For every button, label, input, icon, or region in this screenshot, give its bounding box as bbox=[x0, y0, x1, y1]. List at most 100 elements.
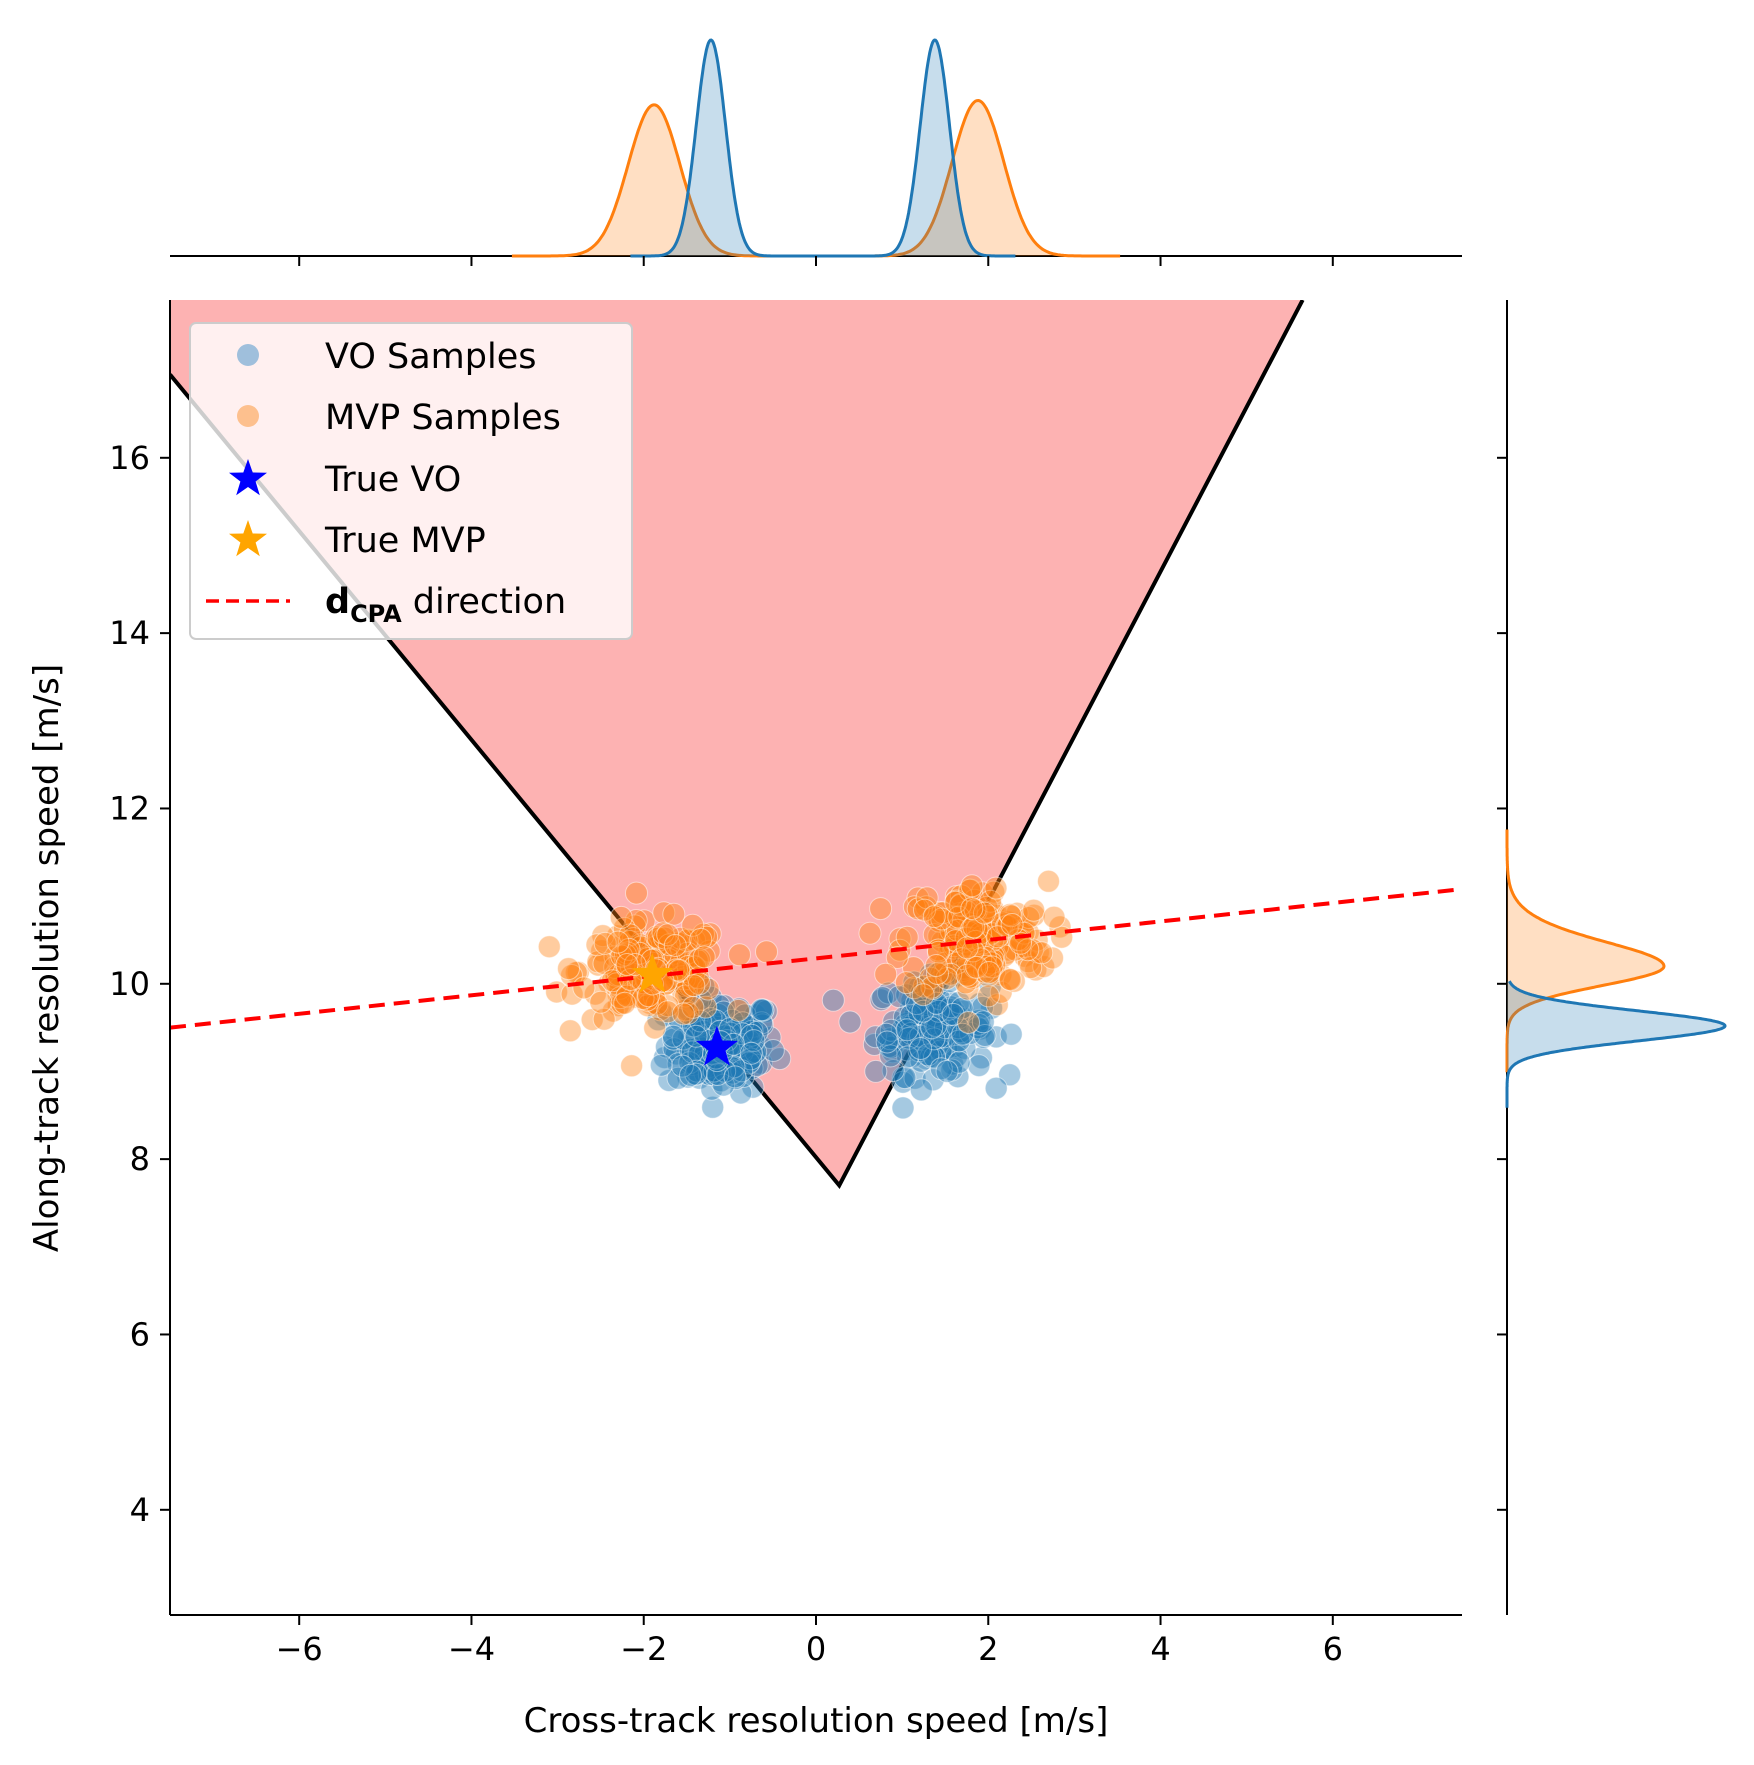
sample-point bbox=[1000, 913, 1024, 936]
density-curve bbox=[630, 38, 1016, 258]
sample-point bbox=[706, 1063, 730, 1086]
density-fill bbox=[1507, 829, 1664, 1073]
sample-point bbox=[723, 1065, 747, 1089]
sample-point bbox=[821, 988, 845, 1012]
sample-point bbox=[745, 1053, 769, 1077]
sample-point bbox=[960, 897, 984, 920]
density-curve bbox=[1505, 829, 1666, 1073]
sample-point bbox=[957, 1011, 980, 1034]
x-tick-label: 4 bbox=[1150, 1630, 1170, 1668]
density-curve bbox=[511, 98, 1121, 258]
sample-point bbox=[960, 874, 984, 898]
legend-dcpa-label: dCPA direction bbox=[325, 582, 566, 628]
legend-mvp-samples-label: MVP Samples bbox=[325, 398, 561, 438]
y-tick-label: 10 bbox=[109, 965, 150, 1003]
top-marginal-ticks bbox=[298, 256, 1334, 266]
sample-point bbox=[838, 1010, 862, 1034]
sample-point bbox=[663, 934, 687, 957]
x-tick-label: 0 bbox=[806, 1630, 826, 1668]
sample-point bbox=[662, 1037, 686, 1061]
right-density-vo-samples bbox=[1505, 980, 1727, 1108]
sample-point bbox=[897, 1026, 921, 1050]
sample-point bbox=[887, 985, 911, 1009]
sample-cluster-4 bbox=[858, 869, 1074, 1034]
sample-point bbox=[592, 1007, 616, 1031]
sample-point bbox=[670, 1054, 694, 1078]
sample-point bbox=[620, 1054, 644, 1078]
dcpa-direction-layer bbox=[170, 887, 1462, 1030]
sample-point bbox=[926, 962, 949, 985]
sample-point bbox=[537, 935, 561, 959]
sample-point bbox=[984, 876, 1008, 900]
x-tick-label: −6 bbox=[276, 1630, 323, 1668]
sample-point bbox=[652, 901, 676, 925]
true-point-layer bbox=[631, 953, 738, 1066]
sample-point bbox=[929, 1057, 953, 1081]
legend-mvp-samples-marker bbox=[237, 405, 259, 427]
sample-point bbox=[895, 925, 919, 949]
sample-point bbox=[939, 962, 963, 986]
sample-point bbox=[960, 916, 984, 940]
legend-vo-samples-marker bbox=[237, 344, 259, 366]
sample-point bbox=[947, 1050, 971, 1074]
sample-point bbox=[951, 1022, 975, 1046]
sample-point bbox=[903, 1066, 927, 1090]
sample-point bbox=[755, 940, 778, 964]
sample-point bbox=[871, 986, 895, 1010]
legend: VO Samples MVP Samples True VO True MVP … bbox=[189, 322, 633, 640]
sample-point bbox=[909, 1037, 933, 1060]
legend-true-vo-label: True VO bbox=[324, 460, 461, 500]
sample-point bbox=[643, 1016, 667, 1040]
sample-point bbox=[858, 921, 882, 945]
sample-point bbox=[1037, 869, 1060, 893]
density-fill bbox=[1507, 981, 1725, 1108]
sample-point bbox=[692, 945, 716, 969]
legend-true-vo-star bbox=[229, 459, 267, 496]
density-curve bbox=[1505, 980, 1727, 1108]
sample-point bbox=[911, 999, 935, 1023]
velocity-obstacle-boundary bbox=[170, 300, 1305, 1190]
y-tick-label: 8 bbox=[130, 1140, 150, 1178]
sample-point bbox=[985, 993, 1009, 1017]
sample-point bbox=[701, 1095, 725, 1119]
sample-point bbox=[681, 913, 705, 937]
x-axis-ticks: −6 −4 −2 0 2 4 6 bbox=[276, 1615, 1343, 1668]
sample-point bbox=[585, 933, 609, 957]
sample-point bbox=[694, 995, 718, 1019]
sample-point bbox=[869, 897, 893, 921]
sample-point bbox=[922, 923, 946, 947]
sample-point bbox=[1030, 941, 1054, 965]
right-density-mvp-samples bbox=[1505, 829, 1666, 1073]
sample-point bbox=[625, 881, 648, 905]
sample-point bbox=[879, 1044, 903, 1068]
y-tick-label: 4 bbox=[130, 1491, 150, 1529]
sample-point bbox=[750, 998, 773, 1022]
x-tick-label: −4 bbox=[448, 1630, 495, 1668]
legend-true-mvp-star bbox=[229, 520, 267, 557]
sample-point bbox=[893, 1066, 917, 1090]
legend-dcpa-subscript: CPA bbox=[350, 600, 402, 628]
sample-point bbox=[922, 905, 946, 929]
dcpa-direction-line bbox=[170, 887, 1462, 1030]
sample-point bbox=[976, 984, 1000, 1008]
sample-point bbox=[864, 1059, 888, 1083]
sample-point bbox=[947, 1029, 971, 1053]
sample-point bbox=[982, 880, 1006, 904]
y-tick-label: 6 bbox=[130, 1315, 150, 1353]
sample-point bbox=[875, 1030, 899, 1054]
sample-point bbox=[624, 909, 648, 932]
right-marginal-density bbox=[1505, 300, 1727, 1615]
legend-frame bbox=[189, 322, 633, 640]
legend-vo-samples-label: VO Samples bbox=[325, 337, 536, 377]
sample-point bbox=[606, 930, 630, 954]
sample-point bbox=[998, 968, 1022, 992]
sample-point bbox=[874, 962, 898, 986]
sample-point bbox=[1016, 938, 1040, 962]
top-density-vo-samples bbox=[630, 38, 1016, 258]
sample-point bbox=[727, 998, 750, 1022]
sample-point bbox=[739, 1047, 763, 1071]
sample-point bbox=[593, 931, 617, 955]
sample-point bbox=[589, 990, 613, 1014]
y-tick-label: 16 bbox=[109, 439, 150, 477]
